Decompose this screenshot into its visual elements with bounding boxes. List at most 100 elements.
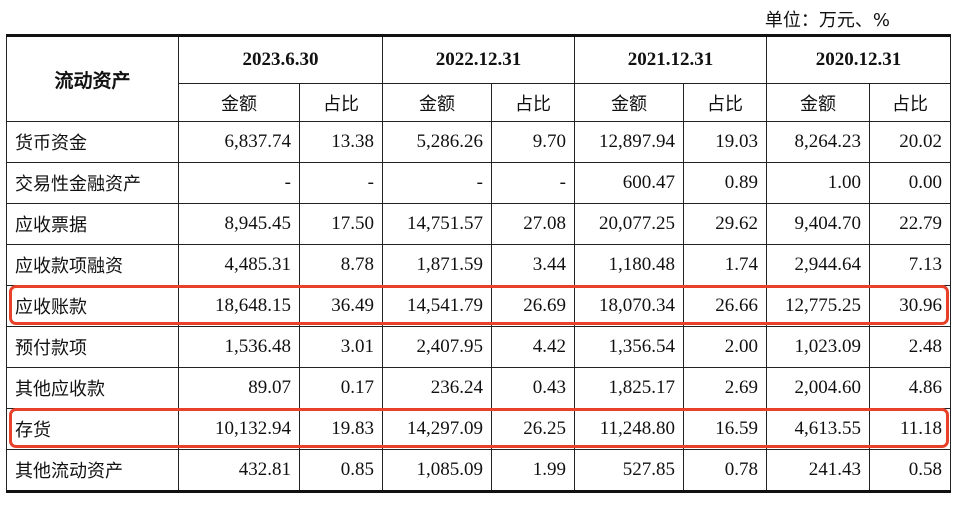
ratio-cell: 13.38 xyxy=(299,121,383,163)
amount-cell: 18,648.15 xyxy=(178,285,300,327)
ratio-cell: 0.58 xyxy=(869,449,951,492)
amount-cell: 89.07 xyxy=(178,367,300,409)
table-row: 其他应收款 89.07 0.17 236.24 0.43 1,825.17 2.69 2,00… xyxy=(6,367,951,409)
row-label: 交易性金融资产 xyxy=(6,162,179,204)
amount-cell: 432.81 xyxy=(178,449,300,492)
ratio-cell: 0.00 xyxy=(869,162,951,204)
ratio-header: 占比 xyxy=(683,83,767,122)
amount-cell: 5,286.26 xyxy=(382,121,492,163)
table-row: 其他流动资产 432.81 0.85 1,085.09 1.99 527.85 0.78 24… xyxy=(6,449,951,492)
amount-cell: 1,871.59 xyxy=(382,244,492,286)
ratio-cell: 9.70 xyxy=(491,121,575,163)
ratio-cell: 0.78 xyxy=(683,449,767,492)
corner-header: 流动资产 xyxy=(6,35,179,122)
ratio-header: 占比 xyxy=(491,83,575,122)
ratio-cell: 11.18 xyxy=(869,408,951,450)
amount-cell: 1,356.54 xyxy=(574,326,684,368)
ratio-cell: 0.17 xyxy=(299,367,383,409)
ratio-cell: 22.79 xyxy=(869,203,951,245)
ratio-cell: 3.44 xyxy=(491,244,575,286)
current-assets-table: 流动资产 2023.6.30 2022.12.31 2021.12.31 202… xyxy=(6,34,951,493)
amount-cell: 12,897.94 xyxy=(574,121,684,163)
amount-cell: 8,945.45 xyxy=(178,203,300,245)
ratio-cell: 36.49 xyxy=(299,285,383,327)
ratio-header: 占比 xyxy=(299,83,383,122)
ratio-cell: 0.43 xyxy=(491,367,575,409)
row-label: 其他应收款 xyxy=(6,367,179,409)
ratio-cell: 27.08 xyxy=(491,203,575,245)
amount-cell: 9,404.70 xyxy=(766,203,870,245)
ratio-cell: 1.99 xyxy=(491,449,575,492)
amount-cell: 1,180.48 xyxy=(574,244,684,286)
amount-cell: 236.24 xyxy=(382,367,492,409)
row-label: 存货 xyxy=(6,408,179,450)
row-label: 应收款项融资 xyxy=(6,244,179,286)
amount-cell: 20,077.25 xyxy=(574,203,684,245)
amount-cell: - xyxy=(178,162,300,204)
amount-cell: 527.85 xyxy=(574,449,684,492)
ratio-cell: 30.96 xyxy=(869,285,951,327)
amount-cell: 1,825.17 xyxy=(574,367,684,409)
amount-cell: 1.00 xyxy=(766,162,870,204)
ratio-cell: - xyxy=(491,162,575,204)
ratio-cell: 3.01 xyxy=(299,326,383,368)
ratio-cell: 4.86 xyxy=(869,367,951,409)
amount-cell: 2,944.64 xyxy=(766,244,870,286)
amount-cell: 1,536.48 xyxy=(178,326,300,368)
row-label: 货币资金 xyxy=(6,121,179,163)
amount-cell: 1,023.09 xyxy=(766,326,870,368)
amount-cell: 12,775.25 xyxy=(766,285,870,327)
amount-cell: 4,485.31 xyxy=(178,244,300,286)
amount-cell: - xyxy=(382,162,492,204)
ratio-cell: 2.00 xyxy=(683,326,767,368)
amount-header: 金额 xyxy=(382,83,492,122)
amount-cell: 1,085.09 xyxy=(382,449,492,492)
ratio-header: 占比 xyxy=(869,83,951,122)
amount-cell: 14,751.57 xyxy=(382,203,492,245)
row-label: 其他流动资产 xyxy=(6,449,179,492)
ratio-cell: 16.59 xyxy=(683,408,767,450)
amount-cell: 14,541.79 xyxy=(382,285,492,327)
amount-cell: 8,264.23 xyxy=(766,121,870,163)
amount-cell: 2,004.60 xyxy=(766,367,870,409)
ratio-cell: 26.69 xyxy=(491,285,575,327)
amount-cell: 14,297.09 xyxy=(382,408,492,450)
amount-cell: 11,248.80 xyxy=(574,408,684,450)
amount-header: 金额 xyxy=(766,83,870,122)
ratio-cell: 17.50 xyxy=(299,203,383,245)
amount-header: 金额 xyxy=(178,83,300,122)
ratio-cell: 2.48 xyxy=(869,326,951,368)
amount-cell: 6,837.74 xyxy=(178,121,300,163)
period-header: 2020.12.31 xyxy=(766,35,951,84)
unit-label: 单位：万元、% xyxy=(764,10,890,31)
row-label: 应收票据 xyxy=(6,203,179,245)
period-header: 2023.6.30 xyxy=(178,35,383,84)
period-header: 2021.12.31 xyxy=(574,35,767,84)
table-row: 应收票据 8,945.45 17.50 14,751.57 27.08 20,077.25… xyxy=(6,203,951,245)
ratio-cell: 26.66 xyxy=(683,285,767,327)
ratio-cell: 29.62 xyxy=(683,203,767,245)
table-row: 应收账款 18,648.15 36.49 14,541.79 26.69 18,070.3… xyxy=(6,285,951,327)
ratio-cell: 0.89 xyxy=(683,162,767,204)
row-label: 应收账款 xyxy=(6,285,179,327)
amount-cell: 4,613.55 xyxy=(766,408,870,450)
ratio-cell: 20.02 xyxy=(869,121,951,163)
ratio-cell: 26.25 xyxy=(491,408,575,450)
amount-cell: 18,070.34 xyxy=(574,285,684,327)
amount-cell: 2,407.95 xyxy=(382,326,492,368)
table-row: 交易性金融资产 - - - -600.47 0.89 1.00 0.00 xyxy=(6,162,951,204)
period-header: 2022.12.31 xyxy=(382,35,575,84)
ratio-cell: 19.03 xyxy=(683,121,767,163)
table-row: 预付款项 1,536.48 3.01 2,407.95 4.42 1,356.54 2.00… xyxy=(6,326,951,368)
ratio-cell: 8.78 xyxy=(299,244,383,286)
ratio-cell: 4.42 xyxy=(491,326,575,368)
amount-cell: 241.43 xyxy=(766,449,870,492)
amount-cell: 600.47 xyxy=(574,162,684,204)
table-row: 应收款项融资 4,485.31 8.78 1,871.59 3.44 1,180.48 1.… xyxy=(6,244,951,286)
ratio-cell: - xyxy=(299,162,383,204)
table-row: 货币资金 6,837.74 13.38 5,286.26 9.70 12,897.94 19… xyxy=(6,121,951,163)
ratio-cell: 7.13 xyxy=(869,244,951,286)
ratio-cell: 0.85 xyxy=(299,449,383,492)
amount-cell: 10,132.94 xyxy=(178,408,300,450)
table-row: 存货 10,132.94 19.83 14,297.09 26.25 11,248.80 1… xyxy=(6,408,951,450)
